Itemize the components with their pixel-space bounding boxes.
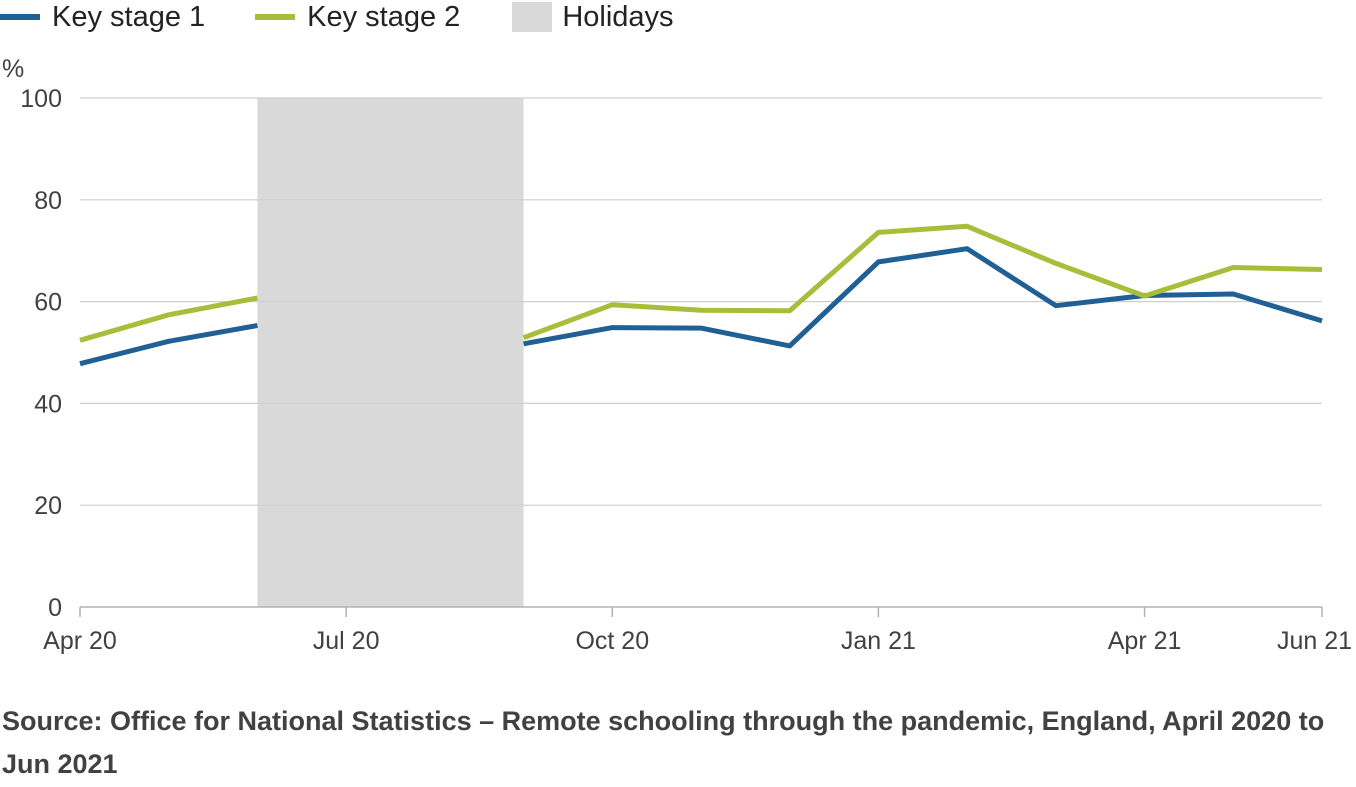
x-tick-label: Apr 20	[43, 627, 117, 655]
legend-item-key-stage-1: Key stage 1	[0, 0, 205, 34]
x-tick-label: Jul 20	[313, 627, 380, 655]
x-tick-label: Jan 21	[841, 627, 916, 655]
series-line-1-segment-2	[523, 246, 1323, 349]
legend-swatch-holidays	[512, 2, 553, 32]
axes: 0 20 40 60 80 100 Apr 20 Jul 20 Oct 20 Jan 21 Apr …	[20, 85, 1352, 655]
series-lines	[79, 223, 1323, 367]
y-tick-label: 100	[20, 85, 62, 113]
legend-swatch-key-stage-1	[0, 14, 40, 20]
series-line-1-segment-1	[79, 323, 258, 367]
y-axis-label: %	[2, 55, 24, 83]
series-line-2-segment-1	[79, 295, 258, 343]
line-chart: 0 20 40 60 80 100 Apr 20 Jul 20 Oct 20 Jan 21 Apr …	[2, 55, 1352, 655]
x-tick-label: Jun 21	[1277, 627, 1352, 655]
y-tick-label: 20	[34, 492, 62, 520]
y-tick-label: 80	[34, 187, 62, 215]
y-tick-label: 60	[34, 289, 62, 317]
grid-lines	[80, 97, 1322, 608]
shaded-region-holidays-0	[257, 98, 524, 607]
y-tick-label: 0	[48, 594, 62, 622]
legend-item-holidays: Holidays	[512, 0, 674, 34]
x-tick-label: Apr 21	[1108, 627, 1182, 655]
legend-swatch-key-stage-2	[255, 14, 296, 20]
legend-label-key-stage-2: Key stage 2	[307, 0, 461, 33]
legend-item-key-stage-2: Key stage 2	[255, 0, 460, 34]
x-tick-label: Oct 20	[575, 627, 649, 655]
y-tick-label: 40	[34, 390, 62, 418]
shaded-regions	[257, 98, 524, 607]
legend-label-key-stage-1: Key stage 1	[52, 0, 206, 33]
series-line-2-segment-2	[522, 223, 1323, 341]
legend-label-holidays: Holidays	[562, 0, 674, 33]
source-note: Source: Office for National Statistics –…	[2, 706, 1325, 779]
chart-legend: Key stage 1 Key stage 2 Holidays	[0, 0, 674, 34]
